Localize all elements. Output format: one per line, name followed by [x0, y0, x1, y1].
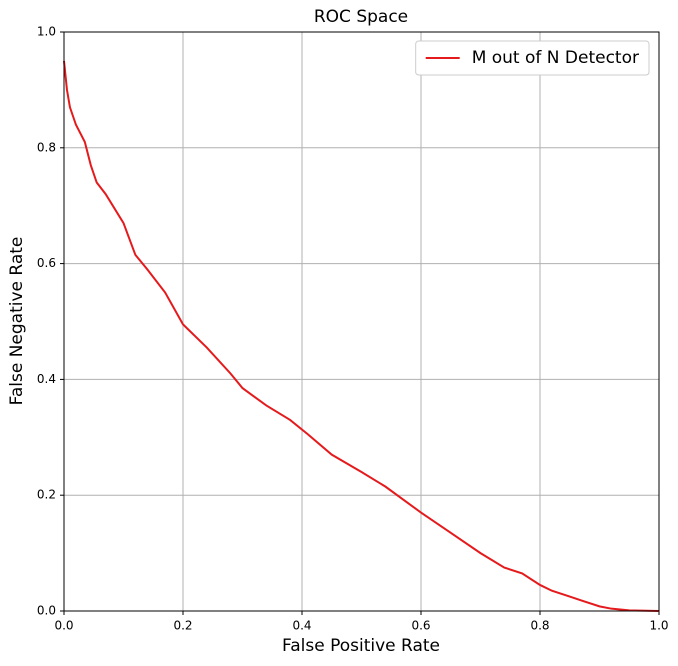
x-tick-label: 0.2: [173, 619, 192, 633]
x-tick-label: 0.6: [411, 619, 430, 633]
y-tick-label: 0.2: [37, 488, 56, 502]
x-tick-label: 0.0: [54, 619, 73, 633]
chart-title: ROC Space: [314, 7, 408, 27]
plot-frame: [63, 31, 660, 612]
x-tick-label: 0.8: [530, 619, 549, 633]
y-tick-label: 1.0: [37, 25, 56, 39]
x-axis-label: False Positive Rate: [282, 636, 440, 656]
x-tick-label: 0.4: [292, 619, 311, 633]
x-tick-label: 1.0: [649, 619, 668, 633]
legend: M out of N Detector: [415, 40, 650, 76]
legend-label: M out of N Detector: [472, 48, 639, 68]
y-tick-label: 0.0: [37, 604, 56, 618]
line-series: [63, 60, 660, 612]
y-axis-label: False Negative Rate: [7, 237, 27, 406]
y-tick-label: 0.4: [37, 372, 56, 386]
legend-box: [415, 40, 650, 76]
y-tick-label: 0.6: [37, 256, 56, 270]
y-tick-label: 0.8: [37, 140, 56, 154]
